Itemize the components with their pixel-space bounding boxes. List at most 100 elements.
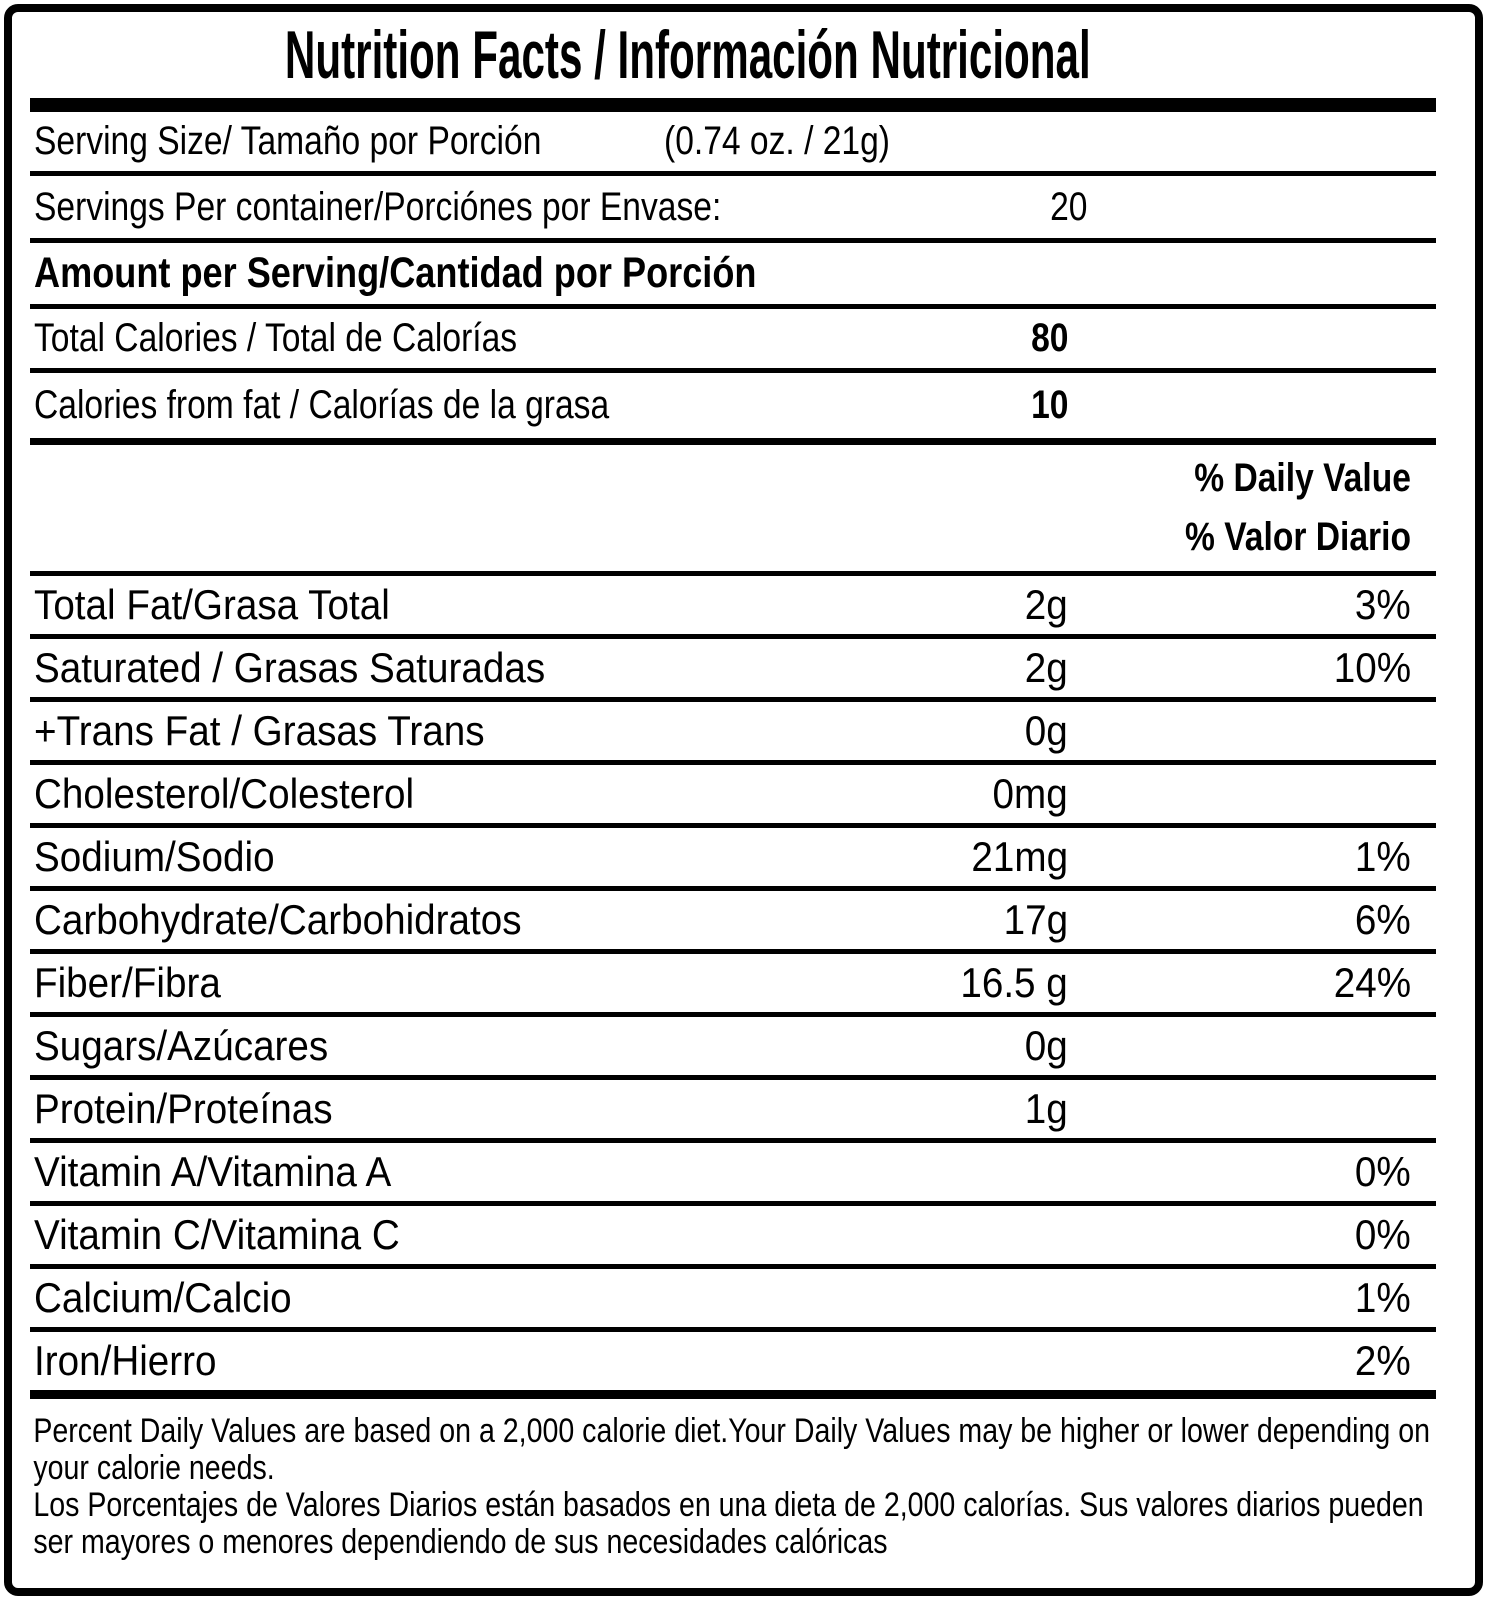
label-title: Nutrition Facts / Información Nutriciona… — [285, 17, 1091, 93]
nutrient-daily-value-cell: 1% — [1068, 1274, 1436, 1322]
nutrient-row: Sugars/Azúcares 0g — [30, 1017, 1436, 1080]
nutrient-daily-value-cell: 3% — [1068, 581, 1436, 629]
nutrient-daily-value: 1% — [1355, 833, 1411, 880]
nutrient-amount: 1g — [1025, 1085, 1068, 1132]
daily-value-header-en: % Daily Value — [1194, 456, 1411, 500]
nutrient-label-cell: Protein/Proteínas — [30, 1085, 818, 1133]
nutrient-row: Carbohydrate/Carbohidratos 17g 6% — [30, 891, 1436, 954]
nutrient-row: Calcium/Calcio 1% — [30, 1269, 1436, 1332]
nutrient-amount-cell: 21mg — [818, 833, 1068, 881]
footnote-es: Los Porcentajes de Valores Diarios están… — [33, 1486, 1424, 1561]
nutrient-row: Cholesterol/Colesterol 0mg — [30, 765, 1436, 828]
nutrient-daily-value-cell: 0% — [1068, 1148, 1436, 1196]
nutrient-label-cell: Sugars/Azúcares — [30, 1022, 818, 1070]
footnote: Percent Daily Values are based on a 2,00… — [30, 1413, 1438, 1561]
nutrient-label: Vitamin A/Vitamina A — [34, 1148, 392, 1195]
nutrient-daily-value: 6% — [1355, 896, 1411, 943]
nutrient-label: +Trans Fat / Grasas Trans — [34, 707, 485, 754]
nutrient-label: Protein/Proteínas — [34, 1085, 333, 1132]
nutrient-label: Calcium/Calcio — [34, 1274, 292, 1321]
nutrient-daily-value: 2% — [1355, 1337, 1411, 1384]
calories-from-fat-row: Calories from fat / Calorías de la grasa… — [30, 373, 1436, 445]
nutrient-daily-value-cell: 24% — [1068, 959, 1436, 1007]
servings-per-container-value-cell: 20 — [852, 184, 1088, 230]
servings-per-container-row: Servings Per container/Porciónes por Env… — [30, 176, 1436, 243]
nutrient-amount: 17g — [1003, 896, 1068, 943]
nutrient-daily-value: 0% — [1355, 1148, 1411, 1195]
nutrient-row: +Trans Fat / Grasas Trans 0g — [30, 702, 1436, 765]
nutrient-label-cell: Total Fat/Grasa Total — [30, 581, 818, 629]
nutrients-table: Total Fat/Grasa Total 2g 3% Saturated / … — [30, 576, 1436, 1399]
nutrient-label: Cholesterol/Colesterol — [34, 770, 415, 817]
daily-value-header-es: % Valor Diario — [1185, 515, 1411, 559]
serving-size-label: Serving Size/ Tamaño por Porción — [34, 119, 542, 163]
nutrient-amount-cell: 2g — [818, 581, 1068, 629]
nutrient-label-cell: +Trans Fat / Grasas Trans — [30, 707, 818, 755]
total-calories-value-cell: 80 — [818, 316, 1068, 361]
nutrient-row: Sodium/Sodio 21mg 1% — [30, 828, 1436, 891]
serving-size-row: Serving Size/ Tamaño por Porción (0.74 o… — [30, 112, 1436, 176]
nutrient-label-cell: Fiber/Fibra — [30, 959, 818, 1007]
nutrient-amount-cell: 2g — [818, 644, 1068, 692]
nutrient-daily-value-cell — [1068, 1100, 1436, 1118]
nutrient-label-cell: Carbohydrate/Carbohidratos — [30, 896, 818, 944]
nutrient-row: Protein/Proteínas 1g — [30, 1080, 1436, 1143]
footnote-en: Percent Daily Values are based on a 2,00… — [33, 1412, 1430, 1487]
nutrient-label: Saturated / Grasas Saturadas — [34, 644, 546, 691]
nutrient-label-cell: Vitamin C/Vitamina C — [30, 1211, 818, 1259]
amount-per-serving-header: Amount per Serving/Cantidad por Porción — [34, 249, 757, 297]
amount-per-serving-row: Amount per Serving/Cantidad por Porción — [30, 243, 1436, 309]
servings-per-container-value: 20 — [1050, 184, 1088, 229]
nutrient-row: Iron/Hierro 2% — [30, 1332, 1436, 1399]
nutrient-amount-cell: 1g — [818, 1085, 1068, 1133]
nutrient-amount-cell — [818, 1163, 1068, 1181]
nutrient-daily-value-cell — [1068, 1037, 1436, 1055]
nutrient-label-cell: Iron/Hierro — [30, 1337, 818, 1385]
nutrient-label: Total Fat/Grasa Total — [34, 581, 390, 628]
nutrient-amount: 0mg — [992, 770, 1068, 817]
nutrient-daily-value: 0% — [1355, 1211, 1411, 1258]
amount-per-serving-cell: Amount per Serving/Cantidad por Porción — [30, 249, 1436, 298]
nutrient-label-cell: Saturated / Grasas Saturadas — [30, 644, 818, 692]
calories-from-fat-value-cell: 10 — [818, 383, 1068, 428]
serving-size-value: (0.74 oz. / 21g) — [664, 119, 890, 163]
daily-value-header-block: % Daily Value % Valor Diario — [30, 445, 1436, 576]
nutrient-label-cell: Cholesterol/Colesterol — [30, 770, 818, 818]
nutrient-label-cell: Calcium/Calcio — [30, 1274, 818, 1322]
nutrient-amount-cell — [818, 1226, 1068, 1244]
nutrient-label: Carbohydrate/Carbohidratos — [34, 896, 522, 943]
calories-from-fat-label: Calories from fat / Calorías de la grasa — [34, 383, 610, 427]
nutrient-daily-value-cell: 6% — [1068, 896, 1436, 944]
nutrient-label-cell: Vitamin A/Vitamina A — [30, 1148, 818, 1196]
calories-from-fat-label-cell: Calories from fat / Calorías de la grasa — [30, 383, 818, 428]
nutrient-daily-value-cell — [1068, 785, 1436, 803]
title-divider-bar — [30, 98, 1436, 112]
nutrient-amount: 2g — [1025, 581, 1068, 628]
total-calories-row: Total Calories / Total de Calorías 80 — [30, 309, 1436, 373]
nutrient-label-cell: Sodium/Sodio — [30, 833, 818, 881]
nutrient-row: Saturated / Grasas Saturadas 2g 10% — [30, 639, 1436, 702]
nutrient-daily-value-cell: 10% — [1068, 644, 1436, 692]
servings-per-container-label: Servings Per container/Porciónes por Env… — [34, 184, 722, 229]
nutrient-row: Vitamin C/Vitamina C 0% — [30, 1206, 1436, 1269]
serving-size-label-cell: Serving Size/ Tamaño por Porción — [30, 119, 664, 164]
nutrient-daily-value-cell: 0% — [1068, 1211, 1436, 1259]
serving-size-value-cell: (0.74 oz. / 21g) — [664, 119, 1436, 164]
nutrient-amount-cell: 16.5 g — [818, 959, 1068, 1007]
nutrient-amount-cell — [818, 1352, 1068, 1370]
nutrient-amount: 21mg — [971, 833, 1068, 880]
nutrient-amount-cell: 17g — [818, 896, 1068, 944]
nutrient-daily-value-cell — [1068, 722, 1436, 740]
total-calories-label-cell: Total Calories / Total de Calorías — [30, 316, 818, 361]
nutrient-amount: 0g — [1025, 707, 1068, 754]
nutrient-daily-value: 1% — [1355, 1274, 1411, 1321]
nutrient-daily-value: 3% — [1355, 581, 1411, 628]
servings-per-container-label-cell: Servings Per container/Porciónes por Env… — [30, 185, 852, 230]
nutrient-amount-cell: 0g — [818, 707, 1068, 755]
nutrient-amount: 0g — [1025, 1022, 1068, 1069]
nutrient-row: Total Fat/Grasa Total 2g 3% — [30, 576, 1436, 639]
nutrient-row: Vitamin A/Vitamina A 0% — [30, 1143, 1436, 1206]
nutrient-amount-cell: 0mg — [818, 770, 1068, 818]
nutrient-label: Fiber/Fibra — [34, 959, 221, 1006]
nutrient-amount: 16.5 g — [960, 959, 1068, 1006]
